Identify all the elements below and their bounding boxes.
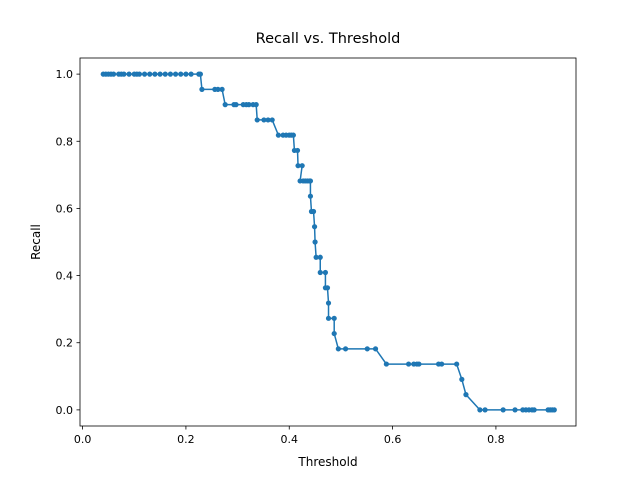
point: [310, 208, 317, 215]
point: [188, 71, 194, 77]
point: [311, 224, 318, 230]
point: [459, 376, 465, 382]
point: [312, 239, 318, 245]
point: [295, 163, 301, 169]
chart-title: Recall vs. Threshold: [256, 31, 401, 47]
point: [313, 254, 319, 260]
point: [454, 361, 460, 367]
point: [463, 392, 469, 398]
point: [110, 71, 117, 77]
point: [136, 71, 143, 77]
point: [265, 117, 271, 123]
x-tick-label: 0.6: [384, 433, 402, 446]
point: [500, 407, 506, 413]
point: [342, 346, 349, 352]
point: [416, 361, 422, 367]
x-tick-label: 0.2: [177, 433, 195, 446]
point: [551, 407, 557, 413]
point: [183, 71, 189, 77]
point: [269, 117, 275, 123]
point: [253, 102, 259, 108]
point: [162, 71, 168, 77]
point: [157, 71, 163, 77]
point: [147, 71, 153, 77]
point: [322, 269, 329, 276]
point: [331, 315, 337, 321]
point: [406, 361, 412, 367]
point: [439, 361, 445, 367]
point: [512, 407, 518, 413]
point: [167, 71, 174, 77]
y-tick-label: 0.8: [56, 135, 74, 148]
x-tick-label: 0.4: [281, 433, 299, 446]
point: [197, 71, 203, 77]
y-tick-label: 0.6: [56, 202, 74, 215]
point: [261, 117, 267, 123]
point: [141, 71, 148, 77]
y-tick-label: 0.4: [56, 270, 74, 283]
point: [364, 346, 370, 352]
point: [307, 193, 314, 199]
point: [290, 132, 296, 138]
x-tick-label: 0.0: [74, 433, 92, 446]
point: [126, 71, 132, 77]
point: [299, 163, 305, 169]
point: [172, 71, 179, 77]
point: [121, 71, 127, 77]
point: [222, 102, 228, 108]
point: [152, 71, 158, 77]
y-tick-label: 0.0: [56, 404, 74, 417]
point: [531, 407, 537, 413]
x-tick-label: 0.8: [487, 433, 505, 446]
point: [372, 346, 379, 352]
point: [324, 285, 331, 291]
point: [325, 315, 332, 321]
point: [199, 86, 205, 92]
point: [178, 71, 184, 77]
x-axis-label: Threshold: [297, 455, 357, 469]
y-tick-label: 0.2: [56, 337, 74, 350]
point: [254, 117, 260, 123]
point: [477, 407, 483, 413]
point: [275, 132, 281, 138]
point: [294, 147, 301, 154]
plot-frame: [79, 57, 577, 427]
y-tick-label: 1.0: [56, 68, 74, 81]
point: [482, 407, 488, 413]
point: [233, 102, 239, 108]
point: [215, 86, 221, 92]
point: [307, 178, 314, 184]
y-axis-label: Recall: [29, 224, 43, 260]
point: [383, 361, 389, 367]
point: [331, 330, 337, 337]
point: [317, 269, 323, 276]
point: [219, 86, 225, 92]
point: [335, 346, 341, 352]
point: [246, 102, 252, 108]
point: [317, 254, 323, 260]
point: [325, 300, 332, 306]
